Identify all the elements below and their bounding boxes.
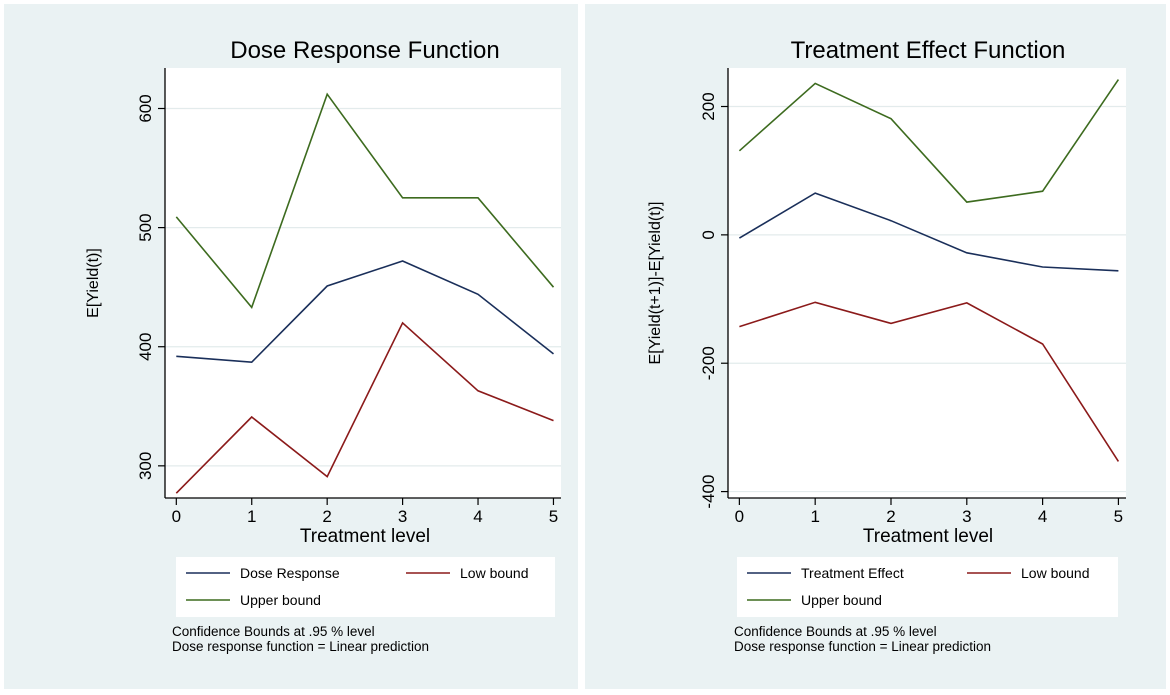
footnote: Confidence Bounds at .95 % level [734, 624, 937, 639]
y-tick-label: 0 [699, 230, 718, 239]
legend-box [176, 557, 555, 617]
chart-panel-1: 300 400 500 600 0 1 2 3 4 5 Dose Response Function… [4, 4, 578, 689]
y-tick-label: 400 [136, 333, 155, 361]
x-tick-label: 0 [172, 507, 181, 526]
legend-label: Dose Response [240, 565, 340, 581]
plot-area [728, 68, 1126, 498]
legend-label: Low bound [460, 565, 529, 581]
x-axis-label: Treatment level [863, 526, 993, 547]
y-axis-label: E[Yield(t+1)]-E[Yield(t)] [647, 202, 664, 365]
legend-label: Treatment Effect [801, 565, 904, 581]
footnote: Dose response function = Linear predicti… [172, 639, 429, 654]
series-line-upper-bound [738, 79, 1120, 203]
legend-box [737, 557, 1118, 617]
x-tick-label: 4 [473, 507, 482, 526]
footnote: Confidence Bounds at .95 % level [172, 624, 375, 639]
series-line-dose-response [176, 260, 554, 364]
x-tick-label: 3 [962, 507, 971, 526]
y-tick-label: -400 [699, 475, 718, 509]
legend-label: Upper bound [240, 592, 321, 608]
series-line-low-bound [739, 301, 1120, 462]
chart-title: Dose Response Function [230, 37, 499, 64]
y-tick-label: 300 [136, 452, 155, 480]
legend-label: Low bound [1021, 565, 1090, 581]
x-tick-label: 5 [1114, 507, 1123, 526]
y-tick-label: 600 [136, 94, 155, 122]
y-tick-label: 500 [136, 213, 155, 241]
x-tick-label: 4 [1038, 507, 1047, 526]
y-tick-label: -200 [699, 346, 718, 380]
x-tick-label: 2 [322, 507, 331, 526]
x-tick-label: 1 [247, 507, 256, 526]
x-tick-label: 2 [886, 507, 895, 526]
x-tick-label: 0 [735, 507, 744, 526]
series-line-low-bound [175, 321, 554, 494]
x-axis-label: Treatment level [300, 526, 430, 547]
legend-label: Upper bound [801, 592, 882, 608]
y-tick-label: 200 [699, 92, 718, 120]
chart-panel-2: 200 0 -200 -400 0 1 2 3 4 5 Treatment Effect Funct… [585, 4, 1166, 689]
x-tick-label: 3 [398, 507, 407, 526]
series-line-upper-bound [175, 92, 555, 309]
chart-title: Treatment Effect Function [791, 37, 1066, 64]
footnote: Dose response function = Linear predicti… [734, 639, 991, 654]
x-tick-label: 1 [810, 507, 819, 526]
x-tick-label: 5 [549, 507, 558, 526]
series-line-treatment-effect [738, 192, 1119, 272]
y-axis-label: E[Yield(t)] [85, 248, 102, 318]
plot-area [165, 68, 561, 498]
